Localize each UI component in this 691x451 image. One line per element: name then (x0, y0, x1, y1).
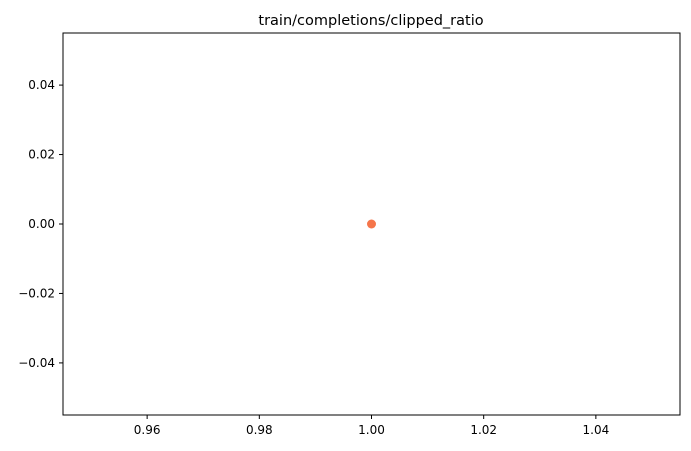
y-tick-label: 0.04 (28, 78, 55, 92)
chart-title: train/completions/clipped_ratio (258, 13, 483, 29)
y-tick-label: 0.02 (28, 148, 55, 162)
x-tick-label: 0.98 (246, 423, 273, 437)
y-tick-label: −0.04 (18, 356, 55, 370)
y-axis: 0.04 0.02 0.00 −0.02 −0.04 (18, 78, 63, 370)
x-tick-label: 1.02 (470, 423, 497, 437)
x-tick-label: 1.04 (583, 423, 610, 437)
x-axis: 0.96 0.98 1.00 1.02 1.04 (134, 415, 609, 437)
x-tick-label: 1.00 (358, 423, 385, 437)
scatter-points (367, 219, 376, 229)
x-tick-label: 0.96 (134, 423, 161, 437)
y-tick-label: −0.02 (18, 286, 55, 300)
y-tick-label: 0.00 (28, 217, 55, 231)
scatter-point (367, 219, 376, 229)
